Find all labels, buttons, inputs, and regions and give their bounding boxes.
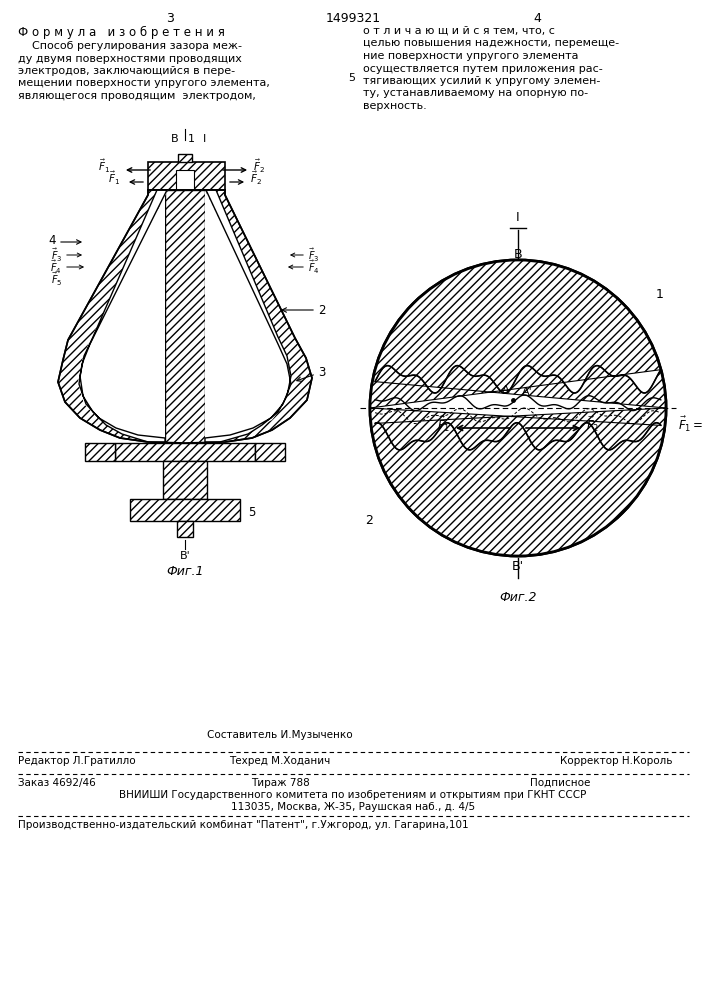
Text: 3: 3 [318, 365, 325, 378]
Bar [177, 521, 193, 537]
Text: 1499321: 1499321 [325, 12, 380, 25]
Bar [259, 453, 267, 459]
Polygon shape [370, 260, 666, 408]
Text: B': B' [512, 560, 524, 573]
Bar [87, 453, 95, 459]
Text: $\vec{F}_2$: $\vec{F}_2$ [250, 169, 262, 187]
Text: Производственно-издательский комбинат "Патент", г.Ужгород, ул. Гагарина,101: Производственно-издательский комбинат "П… [18, 820, 469, 830]
Text: осуществляется путем приложения рас-: осуществляется путем приложения рас- [363, 64, 603, 74]
Polygon shape [78, 190, 168, 443]
Text: Подписное: Подписное [530, 778, 590, 788]
Text: A': A' [522, 387, 533, 397]
Polygon shape [370, 408, 666, 556]
Text: $\vec{F}_3$: $\vec{F}_3$ [50, 246, 62, 264]
Bar [85, 443, 115, 461]
Text: 4: 4 [49, 233, 56, 246]
Text: мещении поверхности упругого элемента,: мещении поверхности упругого элемента, [18, 79, 270, 89]
Text: 113035, Москва, Ж-35, Раушская наб., д. 4/5: 113035, Москва, Ж-35, Раушская наб., д. … [231, 802, 475, 812]
Bar [267, 453, 275, 459]
Text: 1: 1 [188, 134, 195, 144]
Bar [275, 453, 283, 459]
Text: B: B [171, 134, 179, 144]
Text: Составитель И.Музыченко: Составитель И.Музыченко [207, 730, 353, 740]
Text: $\vec{F}_4$: $\vec{F}_4$ [50, 258, 62, 276]
Text: ние поверхности упругого элемента: ние поверхности упругого элемента [363, 51, 578, 61]
Text: I: I [516, 211, 520, 224]
Bar [115, 443, 255, 461]
Text: 3: 3 [166, 12, 174, 25]
Text: электродов, заключающийся в пере-: электродов, заключающийся в пере- [18, 66, 235, 76]
Circle shape [370, 260, 666, 556]
Bar [163, 461, 207, 499]
Text: Заказ 4692/46: Заказ 4692/46 [18, 778, 95, 788]
Bar [255, 443, 285, 461]
Bar [259, 453, 267, 459]
Text: 2: 2 [365, 514, 373, 528]
Polygon shape [205, 190, 292, 443]
Bar [267, 453, 275, 459]
Text: 4: 4 [533, 12, 541, 25]
Text: Ф о р м у л а   и з о б р е т е н и я: Ф о р м у л а и з о б р е т е н и я [18, 26, 225, 39]
Text: $\vec{F}_1$: $\vec{F}_1$ [98, 157, 110, 175]
Text: B': B' [180, 551, 190, 561]
Polygon shape [79, 190, 167, 442]
Text: Редактор Л.Гратилло: Редактор Л.Гратилло [18, 756, 136, 766]
Text: 5: 5 [349, 73, 356, 83]
Bar [178, 154, 192, 162]
Text: о т л и ч а ю щ и й с я тем, что, с: о т л и ч а ю щ и й с я тем, что, с [363, 26, 555, 36]
Text: 5: 5 [248, 506, 255, 520]
Bar [95, 453, 103, 459]
Polygon shape [58, 190, 312, 443]
Text: 2: 2 [318, 304, 325, 316]
Text: тягивающих усилий к упругому элемен-: тягивающих усилий к упругому элемен- [363, 76, 600, 86]
Text: I: I [203, 134, 206, 144]
Text: ту, устанавливаемому на опорную по-: ту, устанавливаемому на опорную по- [363, 89, 588, 99]
Text: $\vec{F}_1$: $\vec{F}_1$ [437, 414, 450, 434]
Bar [85, 443, 115, 461]
Bar [103, 453, 111, 459]
Bar [176, 170, 194, 190]
Text: $\vec{F}_2$: $\vec{F}_2$ [253, 157, 265, 175]
Text: Фиг.2: Фиг.2 [499, 591, 537, 604]
Bar [163, 461, 207, 499]
Text: $\vec{F}_1$: $\vec{F}_1$ [108, 169, 120, 187]
Bar [148, 162, 225, 190]
Bar [103, 453, 111, 459]
Bar [178, 154, 192, 162]
Text: Корректор Н.Король: Корректор Н.Король [560, 756, 672, 766]
Bar [148, 162, 225, 190]
Text: $\vec{F}_3$: $\vec{F}_3$ [308, 246, 320, 264]
Text: 1: 1 [656, 288, 664, 302]
Bar [275, 453, 283, 459]
Text: $\vec{F}_4$: $\vec{F}_4$ [308, 258, 320, 276]
Text: ВНИИШИ Государственного комитета по изобретениям и открытиям при ГКНТ СССР: ВНИИШИ Государственного комитета по изоб… [119, 790, 587, 800]
Bar [165, 190, 205, 443]
Text: $\vec{F}_2$: $\vec{F}_2$ [586, 414, 600, 434]
Bar [115, 443, 255, 461]
Text: Фиг.1: Фиг.1 [166, 565, 204, 578]
Text: целью повышения надежности, перемеще-: целью повышения надежности, перемеще- [363, 38, 619, 48]
Text: Способ регулирования зазора меж-: Способ регулирования зазора меж- [18, 41, 242, 51]
Bar [177, 521, 193, 537]
Polygon shape [205, 190, 291, 442]
Text: ду двумя поверхностями проводящих: ду двумя поверхностями проводящих [18, 53, 242, 64]
Bar [130, 499, 240, 521]
Bar [255, 443, 285, 461]
Text: являющегося проводящим  электродом,: являющегося проводящим электродом, [18, 91, 256, 101]
Bar [87, 453, 95, 459]
Text: верхность.: верхность. [363, 101, 427, 111]
Bar [95, 453, 103, 459]
Text: Тираж 788: Тираж 788 [250, 778, 310, 788]
Bar [130, 499, 240, 521]
Text: $\vec{F}_5$: $\vec{F}_5$ [50, 270, 62, 288]
Text: B: B [514, 248, 522, 261]
Text: A: A [503, 385, 510, 395]
Text: $\vec{F}_1 = -\vec{F}_2$: $\vec{F}_1 = -\vec{F}_2$ [678, 414, 707, 434]
Text: Техред М.Ходанич: Техред М.Ходанич [229, 756, 331, 766]
Bar [165, 190, 205, 443]
